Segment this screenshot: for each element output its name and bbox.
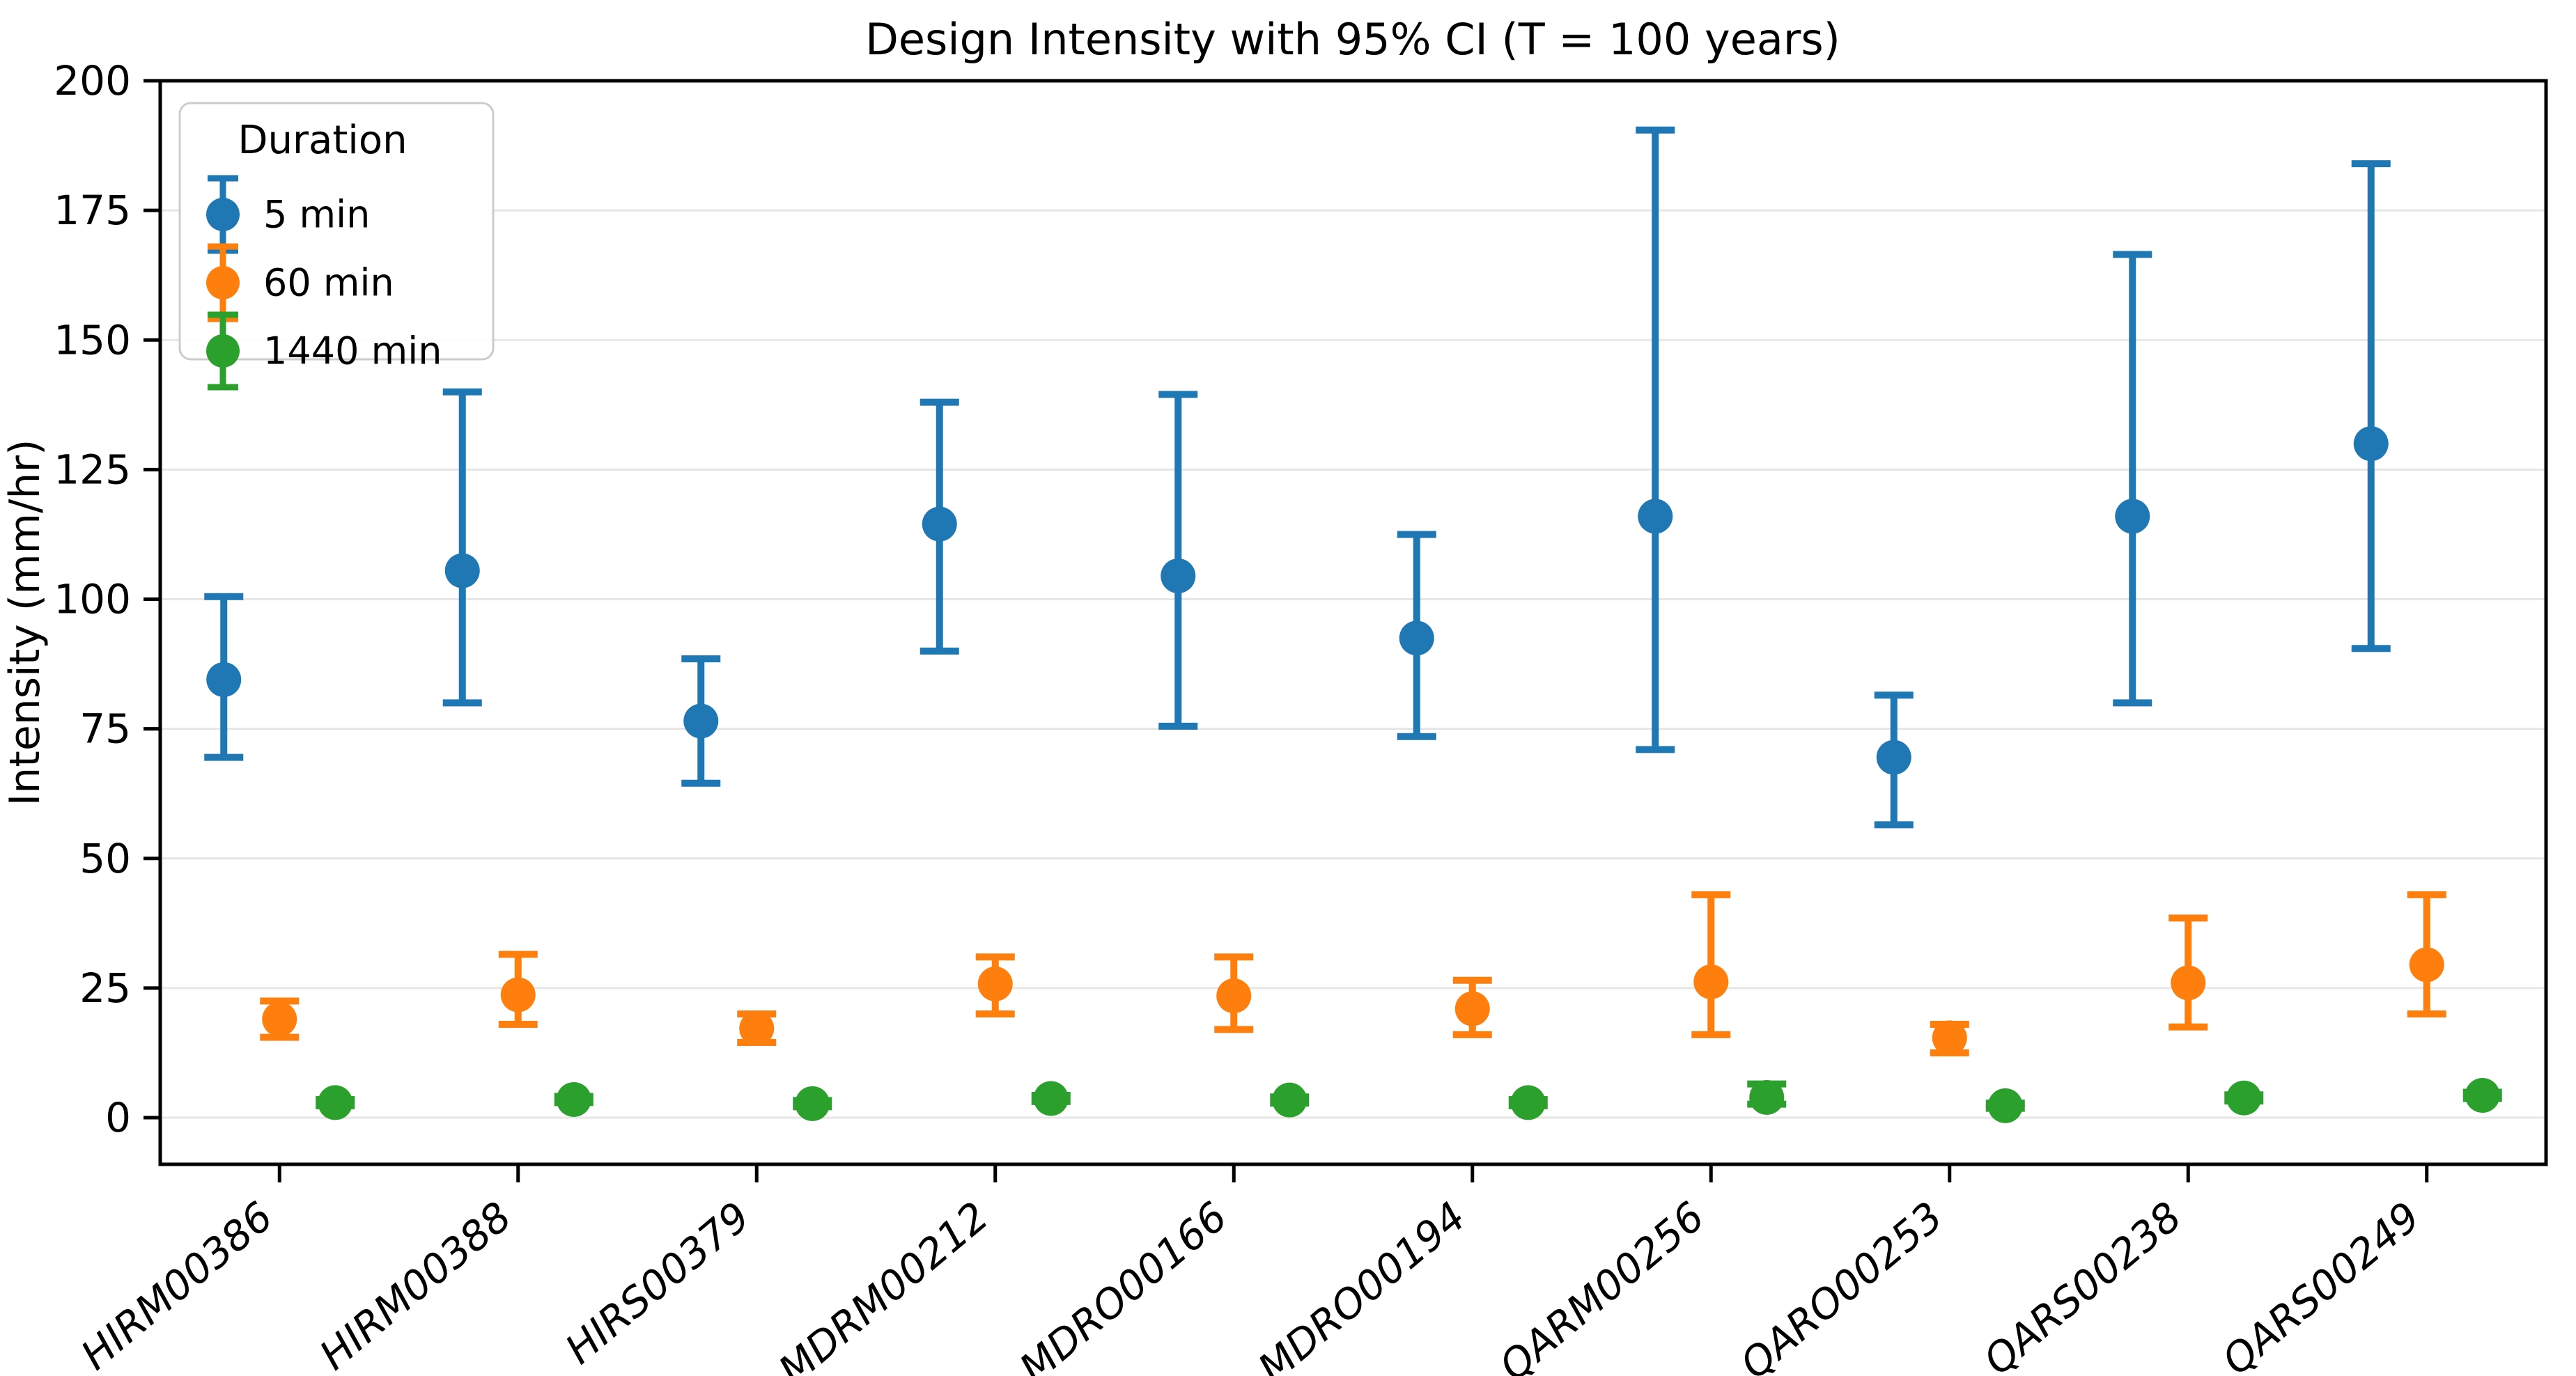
marker: [206, 662, 242, 697]
data-point: [975, 953, 1015, 1018]
marker: [1033, 1081, 1069, 1116]
data-point: [316, 1085, 355, 1120]
marker: [2115, 499, 2150, 534]
data-point: [498, 951, 538, 1028]
data-point: [204, 593, 244, 761]
y-tick-label: 50: [79, 835, 131, 882]
legend-label: 60 min: [263, 261, 394, 305]
y-tick-label: 150: [54, 316, 131, 363]
marker: [262, 1001, 297, 1037]
marker: [739, 1010, 775, 1046]
data-point: [1214, 953, 1254, 1033]
y-tick-label: 75: [79, 705, 131, 753]
data-point: [2462, 1077, 2502, 1113]
y-tick-label: 125: [54, 446, 131, 493]
data-point: [920, 398, 959, 655]
marker: [2465, 1077, 2500, 1113]
y-axis-label: Intensity (mm/hr): [1, 439, 49, 806]
data-point: [1158, 391, 1198, 730]
marker: [1638, 499, 1673, 534]
marker: [1161, 558, 1196, 593]
legend-box: [178, 102, 495, 361]
legend-label: 5 min: [263, 193, 370, 237]
data-point: [1270, 1082, 1310, 1118]
data-point: [2224, 1080, 2264, 1116]
data-point: [1031, 1081, 1071, 1116]
marker: [2226, 1080, 2262, 1116]
series-1440-min: [316, 1077, 2502, 1123]
data-point: [1985, 1088, 2025, 1123]
data-point: [2113, 251, 2152, 707]
marker: [500, 977, 536, 1013]
marker: [2409, 947, 2444, 983]
y-tick-label: 175: [54, 187, 131, 234]
data-point: [1691, 891, 1731, 1038]
marker: [922, 506, 957, 542]
data-point: [1874, 691, 1914, 829]
data-point: [442, 388, 482, 707]
y-tick-label: 100: [54, 576, 131, 623]
legend: Duration 5 min 60 min 1440 min: [178, 102, 495, 391]
y-tick-label: 0: [105, 1094, 131, 1141]
chart-title: Design Intensity with 95% CI (T = 100 ye…: [865, 14, 1840, 65]
marker: [1749, 1079, 1785, 1115]
marker: [1932, 1020, 1967, 1056]
legend-marker-1440-min: [206, 311, 240, 391]
data-point: [1397, 531, 1436, 740]
legend-marker-5-min: [206, 175, 240, 254]
marker: [556, 1081, 591, 1117]
data-point: [260, 997, 300, 1041]
marker: [1693, 964, 1729, 999]
marker: [1216, 978, 1252, 1014]
marker: [795, 1086, 830, 1121]
marker: [1510, 1085, 1546, 1120]
data-point: [1508, 1085, 1548, 1120]
data-point: [1747, 1079, 1787, 1115]
data-point: [554, 1081, 593, 1117]
data-point: [2351, 160, 2391, 652]
marker: [318, 1085, 353, 1120]
data-point: [681, 655, 721, 787]
y-tick-label: 200: [54, 57, 131, 104]
data-point: [2407, 891, 2446, 1018]
legend-title: Duration: [238, 118, 407, 163]
legend-label: 1440 min: [263, 329, 442, 373]
data-point: [1636, 126, 1675, 753]
plot-border: [158, 79, 2548, 1166]
series-60-min: [260, 891, 2446, 1056]
marker: [683, 703, 719, 739]
data-point: [1452, 976, 1492, 1038]
marker: [444, 553, 480, 588]
marker: [977, 966, 1013, 1001]
marker: [1454, 991, 1490, 1026]
series-5-min: [204, 126, 2391, 829]
marker: [1876, 740, 1911, 775]
marker: [2353, 426, 2389, 462]
data-point: [793, 1086, 832, 1121]
data-point: [2168, 914, 2208, 1031]
data-point: [1930, 1020, 1969, 1056]
series-layer: [204, 126, 2502, 1123]
marker: [1399, 620, 1434, 656]
marker: [1272, 1082, 1308, 1118]
data-point: [737, 1010, 777, 1047]
legend-marker-60-min: [206, 243, 240, 322]
y-tick-label: 25: [79, 964, 131, 1012]
marker: [1987, 1088, 2023, 1123]
marker: [2171, 965, 2206, 1001]
